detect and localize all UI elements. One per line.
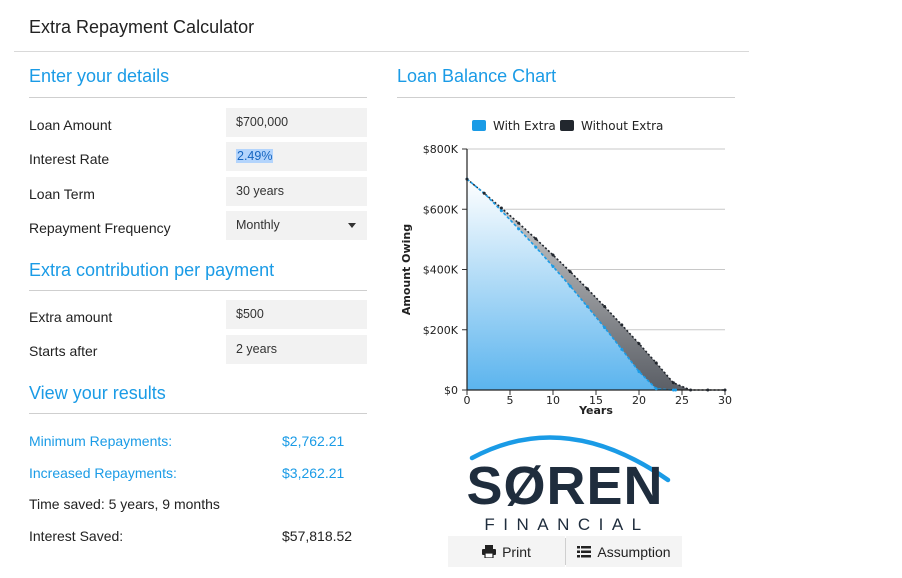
loan-amount-value: $700,000 (236, 115, 289, 129)
legend-label: Without Extra (581, 119, 663, 133)
data-point (637, 342, 641, 346)
print-label: Print (502, 543, 531, 560)
repayment-frequency-label: Repayment Frequency (29, 220, 171, 236)
x-tick-label: 30 (718, 394, 732, 407)
data-point (654, 387, 658, 391)
extra-divider (29, 290, 367, 291)
data-point (517, 221, 521, 225)
repayment-frequency-select[interactable]: Monthly (226, 211, 367, 240)
data-point (620, 323, 624, 327)
data-point (706, 388, 710, 392)
starts-after-input[interactable]: 2 years (226, 335, 367, 364)
data-point (603, 305, 607, 309)
x-tick-label: 15 (589, 394, 603, 407)
interest-rate-label: Interest Rate (29, 151, 110, 167)
extra-amount-input[interactable]: $500 (226, 300, 367, 329)
extra-heading: Extra contribution per payment (29, 260, 275, 280)
details-heading: Enter your details (29, 66, 170, 86)
data-point (465, 177, 469, 181)
data-point (603, 326, 607, 330)
data-point (482, 191, 486, 195)
interest-saved-label: Interest Saved: (29, 528, 124, 544)
data-point (671, 388, 675, 392)
line-with-extra (466, 178, 676, 391)
list-icon (577, 545, 592, 557)
assumption-button[interactable]: Assumption (566, 536, 682, 567)
data-point (499, 206, 503, 210)
area-with-extra (467, 179, 676, 390)
loan-amount-input[interactable]: $700,000 (226, 108, 367, 137)
increased-repayments-value: $3,262.21 (282, 465, 345, 481)
loan-term-value: 30 years (236, 184, 284, 198)
data-point (637, 370, 641, 374)
data-point (551, 264, 555, 268)
title-divider (14, 51, 749, 52)
logo-subtitle: FINANCIAL (484, 515, 649, 534)
app-title: Extra Repayment Calculator (29, 17, 255, 37)
data-point (689, 388, 693, 392)
legend-swatch (472, 120, 486, 131)
y-tick-label: $800K (423, 143, 459, 156)
line-without-extra (466, 178, 725, 391)
repayment-frequency-value: Monthly (236, 218, 280, 232)
data-point (723, 388, 727, 392)
x-tick-label: 20 (632, 394, 646, 407)
increased-repayments-label: Increased Repayments: (29, 465, 177, 481)
y-axis-title: Amount Owing (400, 224, 413, 315)
x-tick-label: 10 (546, 394, 560, 407)
details-divider (29, 97, 367, 98)
chart-heading: Loan Balance Chart (397, 66, 557, 86)
loan-amount-label: Loan Amount (29, 117, 112, 133)
data-point (654, 361, 658, 365)
x-axis-title: Years (578, 404, 613, 415)
starts-after-value: 2 years (236, 342, 277, 356)
interest-rate-value: 2.49% (236, 149, 274, 163)
data-point (568, 270, 572, 274)
data-point (517, 227, 521, 231)
data-point (534, 237, 538, 241)
y-tick-label: $600K (423, 203, 459, 216)
button-divider (565, 538, 566, 565)
data-point (551, 253, 555, 257)
printer-icon (482, 545, 497, 558)
data-point (499, 209, 503, 213)
data-point (585, 287, 589, 291)
interest-rate-input[interactable]: 2.49% (226, 142, 367, 171)
soren-financial-logo: SØREN FINANCIAL (466, 435, 671, 534)
y-tick-label: $0 (444, 384, 458, 397)
results-heading: View your results (29, 383, 166, 403)
assumption-label: Assumption (597, 543, 671, 560)
data-point (585, 305, 589, 309)
extra-amount-value: $500 (236, 307, 264, 321)
x-tick-label: 0 (464, 394, 471, 407)
data-point (674, 388, 678, 392)
minimum-repayments-label: Minimum Repayments: (29, 433, 173, 449)
data-point (620, 347, 624, 351)
logo-name: SØREN (466, 456, 663, 516)
loan-term-input[interactable]: 30 years (226, 177, 367, 206)
series-points (465, 177, 727, 392)
interest-saved-value: $57,818.52 (282, 528, 353, 544)
data-point (568, 284, 572, 288)
time-saved-text: Time saved: 5 years, 9 months (29, 496, 220, 512)
chart-divider (397, 97, 735, 98)
print-button[interactable]: Print (448, 536, 565, 567)
y-tick-label: $400K (423, 264, 459, 277)
loan-term-label: Loan Term (29, 186, 95, 202)
legend-swatch (560, 120, 574, 131)
x-tick-label: 5 (507, 394, 514, 407)
extra-amount-label: Extra amount (29, 309, 113, 325)
y-tick-label: $200K (423, 324, 459, 337)
data-point (534, 245, 538, 249)
minimum-repayments-value: $2,762.21 (282, 433, 345, 449)
loan-balance-chart: $0 $200K $400K $600K $800K 0 5 10 15 20 25 30 Years A… (400, 119, 732, 415)
results-divider (29, 413, 367, 414)
chevron-down-icon[interactable] (337, 211, 367, 240)
x-tick-label: 25 (675, 394, 689, 407)
starts-after-label: Starts after (29, 343, 98, 359)
data-point (671, 381, 675, 385)
legend-label: With Extra (493, 119, 556, 133)
